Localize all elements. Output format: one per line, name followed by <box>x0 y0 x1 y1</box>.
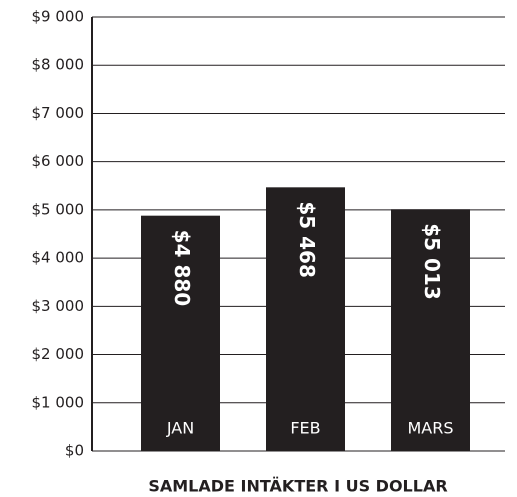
y-tick-label: $5 000 <box>32 200 85 218</box>
y-tick-label: $2 000 <box>32 345 85 363</box>
y-tick-label: $8 000 <box>32 56 85 74</box>
value-label: $5 468 <box>295 201 319 278</box>
x-tick-label: MARS <box>407 419 453 438</box>
y-tick-label: $3 000 <box>32 297 85 315</box>
bar <box>391 209 470 451</box>
bar <box>266 187 345 451</box>
y-tick-label: $9 000 <box>32 8 85 26</box>
value-label: $4 880 <box>170 230 194 307</box>
chart-title: SAMLADE INTÄKTER I US DOLLAR <box>148 477 447 496</box>
x-tick-label: FEB <box>290 419 320 438</box>
y-tick-label: $7 000 <box>32 104 85 122</box>
y-tick-label: $0 <box>65 442 84 460</box>
y-tick-label: $6 000 <box>32 152 85 170</box>
y-tick-label: $4 000 <box>32 249 85 267</box>
value-label: $5 013 <box>420 223 444 300</box>
x-tick-label: JAN <box>166 419 194 438</box>
bar <box>141 215 220 451</box>
y-tick-label: $1 000 <box>32 393 85 411</box>
